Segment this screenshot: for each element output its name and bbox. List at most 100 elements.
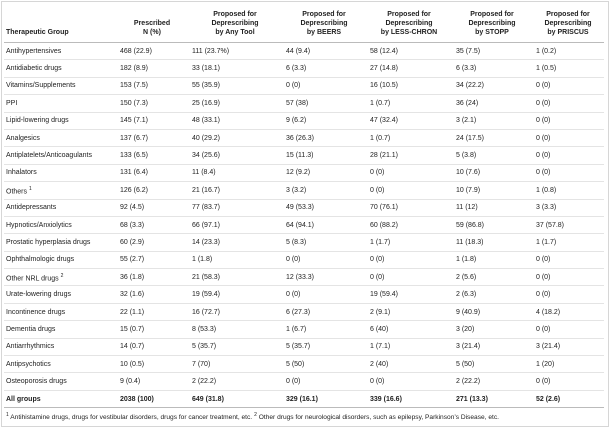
cell: 271 (13.3) bbox=[452, 389, 532, 409]
row-label: Analgesics bbox=[4, 129, 116, 148]
cell: 19 (59.4) bbox=[366, 285, 452, 304]
cell: 329 (16.1) bbox=[282, 389, 366, 409]
cell-value: 1 (7.1) bbox=[370, 343, 391, 351]
cell-value: 25 (16.9) bbox=[192, 99, 221, 107]
cell-value: 19 (59.4) bbox=[370, 291, 399, 299]
cell: 339 (16.6) bbox=[366, 389, 452, 409]
row-label: Ophthalmologic drugs bbox=[4, 251, 116, 270]
cell: 3 (3.3) bbox=[532, 199, 604, 217]
cell-value: 22 (1.1) bbox=[120, 308, 145, 316]
cell: 8 (53.3) bbox=[188, 320, 282, 339]
table-row: Osteoporosis drugs 9 (0.4) 2 (22.2) 0 (0) 0 … bbox=[4, 372, 604, 391]
cell: 47 (32.4) bbox=[366, 112, 452, 130]
cell-value: 64 (94.1) bbox=[286, 221, 315, 229]
cell-value: 2038 (100) bbox=[120, 395, 154, 403]
cell-value: 12 (9.2) bbox=[286, 169, 311, 177]
column-header: Proposed for Deprescribing by STOPP bbox=[452, 8, 532, 43]
cell-value: 6 (27.3) bbox=[286, 308, 311, 316]
cell-value: 0 (0) bbox=[286, 378, 301, 386]
cell-value: 0 (0) bbox=[286, 256, 301, 264]
cell-value: 126 (6.2) bbox=[120, 186, 149, 194]
cell: 12 (9.2) bbox=[282, 164, 366, 183]
group-name: All groups bbox=[6, 395, 41, 403]
cell: 137 (6.7) bbox=[116, 129, 188, 148]
cell-value: 92 (4.5) bbox=[120, 204, 145, 212]
table-row: Hypnotics/Anxiolytics 68 (3.3) 66 (97.1) 64… bbox=[4, 216, 604, 235]
row-label: PPI bbox=[4, 94, 116, 113]
cell-value: 34 (22.2) bbox=[456, 82, 485, 90]
cell: 0 (0) bbox=[532, 320, 604, 339]
cell-value: 133 (6.5) bbox=[120, 152, 149, 160]
group-name: Inhalators bbox=[6, 169, 37, 177]
group-name: Lipid-lowering drugs bbox=[6, 117, 69, 125]
cell: 0 (0) bbox=[282, 285, 366, 304]
cell-value: 16 (72.7) bbox=[192, 308, 221, 316]
cell: 649 (31.8) bbox=[188, 389, 282, 409]
column-header: Proposed for Deprescribing by BEERS bbox=[282, 8, 366, 43]
cell: 14 (0.7) bbox=[116, 338, 188, 357]
group-name: Ophthalmologic drugs bbox=[6, 256, 75, 264]
cell: 10 (7.9) bbox=[452, 181, 532, 200]
table-row: Prostatic hyperplasia drugs 60 (2.9) 14 (2… bbox=[4, 233, 604, 252]
cell-value: 329 (16.1) bbox=[286, 395, 318, 403]
cell: 34 (25.6) bbox=[188, 146, 282, 165]
cell-value: 70 (76.1) bbox=[370, 204, 399, 212]
table-row: Dementia drugs 15 (0.7) 8 (53.3) 1 (6.7) 6 (… bbox=[4, 320, 604, 339]
cell-value: 339 (16.6) bbox=[370, 395, 402, 403]
cell: 58 (12.4) bbox=[366, 42, 452, 61]
cell-value: 0 (0) bbox=[536, 82, 551, 90]
cell-value: 1 (6.7) bbox=[286, 325, 307, 333]
cell: 11 (18.3) bbox=[452, 233, 532, 252]
cell-value: 0 (0) bbox=[536, 152, 551, 160]
cell: 1 (0.5) bbox=[532, 59, 604, 78]
group-name: Incontinence drugs bbox=[6, 308, 66, 316]
table-row: Other NRL drugs 2 36 (1.8) 21 (58.3) 12 (33… bbox=[4, 268, 604, 287]
cell-value: 44 (9.4) bbox=[286, 47, 311, 55]
footnote-text: Other drugs for neurological disorders, … bbox=[258, 414, 499, 422]
cell: 22 (1.1) bbox=[116, 303, 188, 322]
cell: 7 (70) bbox=[188, 355, 282, 374]
row-label: Antidepressants bbox=[4, 199, 116, 217]
cell: 111 (23.7%) bbox=[188, 42, 282, 61]
cell: 145 (7.1) bbox=[116, 112, 188, 130]
row-label: Osteoporosis drugs bbox=[4, 372, 116, 391]
cell: 44 (9.4) bbox=[282, 42, 366, 61]
table-row: All groups 2038 (100) 649 (31.8) 329 (16.1)… bbox=[4, 389, 604, 409]
cell: 3 (2.1) bbox=[452, 112, 532, 130]
cell: 9 (40.9) bbox=[452, 303, 532, 322]
footnote-text: Antihistamine drugs, drugs for vestibula… bbox=[10, 414, 253, 422]
cell: 66 (97.1) bbox=[188, 216, 282, 235]
cell: 57 (38) bbox=[282, 94, 366, 113]
row-label: Other NRL drugs 2 bbox=[4, 268, 116, 287]
group-name: Antiplatelets/Anticoagulants bbox=[6, 152, 92, 160]
row-label: Prostatic hyperplasia drugs bbox=[4, 233, 116, 252]
cell: 60 (88.2) bbox=[366, 216, 452, 235]
row-label: Antiplatelets/Anticoagulants bbox=[4, 146, 116, 165]
cell: 59 (86.8) bbox=[452, 216, 532, 235]
cell-value: 8 (53.3) bbox=[192, 325, 217, 333]
cell-value: 1 (1.7) bbox=[370, 238, 391, 246]
footnote: 1 Antihistamine drugs, drugs for vestibu… bbox=[6, 412, 253, 422]
cell-value: 59 (86.8) bbox=[456, 221, 485, 229]
header-line: Therapeutic Group bbox=[6, 29, 69, 36]
cell-value: 4 (18.2) bbox=[536, 308, 561, 316]
cell: 11 (12) bbox=[452, 199, 532, 217]
cell-value: 55 (35.9) bbox=[192, 82, 221, 90]
cell: 182 (8.9) bbox=[116, 59, 188, 78]
cell-value: 10 (7.9) bbox=[456, 186, 481, 194]
cell-value: 111 (23.7%) bbox=[192, 47, 230, 55]
header-line: Deprescribing bbox=[385, 20, 433, 27]
cell-value: 10 (7.6) bbox=[456, 169, 481, 177]
cell-value: 3 (20) bbox=[456, 325, 475, 333]
cell-value: 6 (3.3) bbox=[456, 65, 477, 73]
table-row: Antidepressants 92 (4.5) 77 (83.7) 49 (53.3… bbox=[4, 199, 604, 217]
cell-value: 40 (29.2) bbox=[192, 134, 221, 142]
cell: 10 (7.6) bbox=[452, 164, 532, 183]
cell: 133 (6.5) bbox=[116, 146, 188, 165]
header-line: Deprescribing bbox=[544, 20, 592, 27]
cell-value: 649 (31.8) bbox=[192, 395, 224, 403]
cell: 27 (14.8) bbox=[366, 59, 452, 78]
cell-value: 145 (7.1) bbox=[120, 117, 149, 125]
cell: 1 (1.7) bbox=[532, 233, 604, 252]
